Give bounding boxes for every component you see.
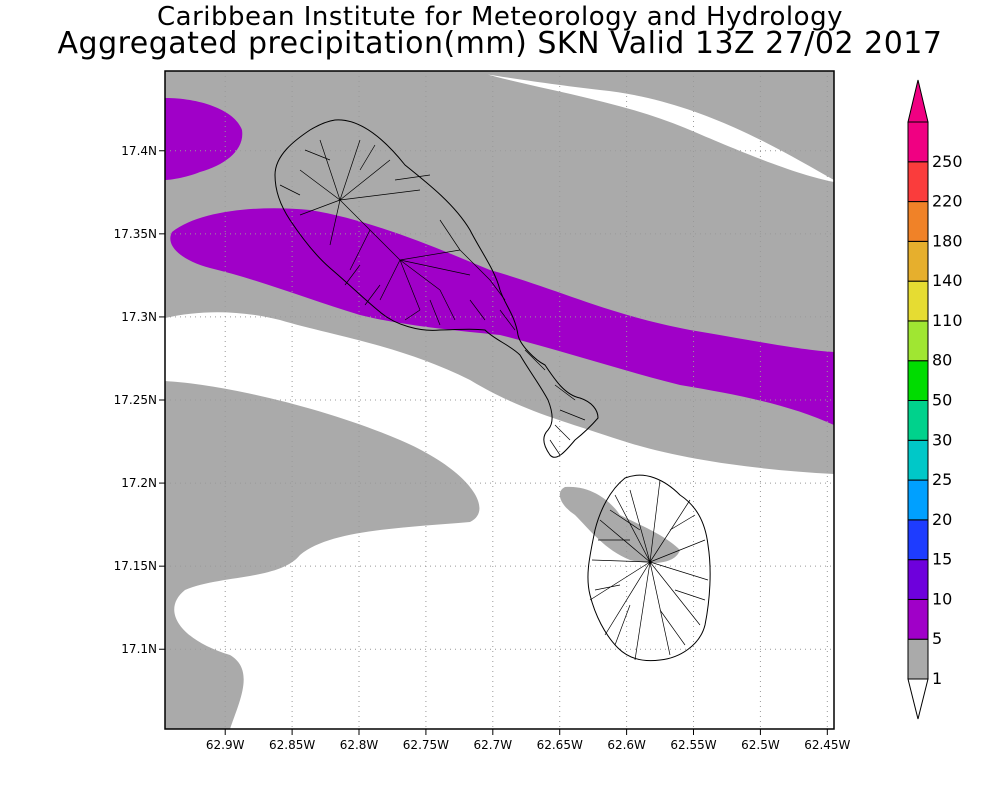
map-plot-area (164, 70, 835, 730)
lon-tick-label: 62.45W (804, 738, 850, 752)
map-title: Caribbean Institute for Meteorology and … (157, 2, 843, 32)
lat-tick-label: 17.4N (121, 144, 157, 158)
colorbar-label: 30 (932, 430, 952, 449)
colorbar-label: 250 (932, 152, 963, 171)
lon-tick-label: 62.9W (206, 738, 245, 752)
nevis-drainage (589, 479, 709, 661)
colorbar-bin (907, 320, 929, 362)
colorbar-label: 180 (932, 231, 963, 250)
colorbar-bin (907, 519, 929, 561)
lon-tick-label: 62.7W (474, 738, 513, 752)
colorbar-bin (907, 280, 929, 322)
st-kitts-drainage (279, 139, 586, 456)
lat-tick-label: 17.3N (121, 310, 157, 324)
colorbar-label: 50 (932, 391, 952, 410)
nevis-coastline (587, 474, 711, 662)
shade-1-5mm-southwest (165, 381, 480, 729)
colorbar-bin (907, 559, 929, 600)
colorbar-under-triangle (907, 678, 929, 720)
colorbar-bin (907, 598, 929, 640)
shade-1-5mm-northeast (770, 71, 834, 82)
colorbar-bin (907, 240, 929, 282)
lat-tick-label: 17.35N (114, 227, 157, 241)
lon-tick-label: 62.5W (741, 738, 780, 752)
colorbar-bin (907, 360, 929, 402)
colorbar-bin (907, 479, 929, 521)
latitude-axis: 17.4N 17.35N 17.3N 17.25N 17.2N 17.15N 17.1N (114, 144, 165, 656)
colorbar-label: 220 (932, 192, 963, 211)
map-subtitle: Aggregated precipitation(mm) SKN Valid 1… (57, 26, 943, 61)
precipitation-shading (165, 71, 834, 729)
colorbar-label: 140 (932, 271, 963, 290)
colorbar-label: 25 (932, 470, 952, 489)
colorbar-label: 80 (932, 351, 952, 370)
nevis-island (587, 474, 711, 662)
lat-tick-label: 17.15N (114, 559, 157, 573)
shade-5-10mm-northwest (165, 98, 243, 180)
colorbar-label: 110 (932, 311, 963, 330)
lat-tick-label: 17.2N (121, 476, 157, 490)
colorbar-label: 5 (932, 629, 942, 648)
lon-tick-label: 62.6W (607, 738, 646, 752)
lat-tick-label: 17.1N (121, 642, 157, 656)
colorbar-label: 10 (932, 589, 952, 608)
shade-5-10mm-band (170, 208, 834, 425)
colorbar-bin (907, 439, 929, 481)
lon-tick-label: 62.8W (340, 738, 379, 752)
lon-tick-label: 62.75W (403, 738, 449, 752)
st-kitts-coastline (274, 119, 599, 458)
colorbar-bin (907, 161, 929, 203)
lon-tick-label: 62.55W (670, 738, 716, 752)
colorbar-label: 1 (932, 669, 942, 688)
colorbar-over-triangle (907, 79, 929, 123)
lat-tick-label: 17.25N (114, 393, 157, 407)
lon-tick-label: 62.85W (269, 738, 315, 752)
colorbar-bin (907, 201, 929, 242)
st-kitts-island (274, 119, 599, 458)
colorbar-label: 15 (932, 550, 952, 569)
colorbar-bin (907, 400, 929, 441)
colorbar-label: 20 (932, 510, 952, 529)
shade-1-5mm-nevis (559, 486, 680, 563)
longitude-axis: 62.9W 62.85W 62.8W 62.75W 62.7W 62.65W 62.6W 62… (206, 729, 851, 752)
lon-tick-label: 62.65W (537, 738, 583, 752)
colorbar-bin (907, 121, 929, 163)
colorbar-bin (907, 638, 929, 680)
